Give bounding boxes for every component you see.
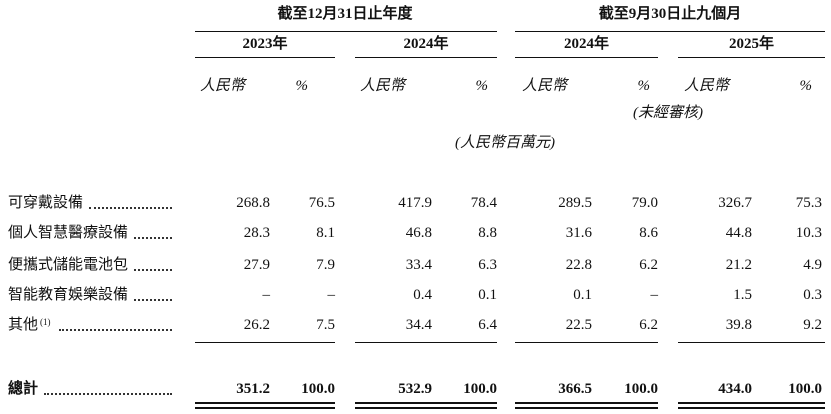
- subtotal-rule: [678, 342, 825, 343]
- cell-value: 75.3: [795, 195, 822, 211]
- cell-value: –: [327, 287, 336, 303]
- row-label: 個人智慧醫療設備: [8, 225, 129, 241]
- cell-value: 9.2: [803, 317, 822, 333]
- cell-value: 8.6: [639, 225, 658, 241]
- unit-note: (人民幣百萬元): [455, 135, 555, 151]
- cell-value: 326.7: [718, 195, 752, 211]
- total-rule: [678, 402, 825, 404]
- dot-leader: [58, 329, 172, 331]
- currency-header: 人民幣: [522, 78, 568, 94]
- row-label: 總計: [8, 381, 39, 397]
- dot-leader: [134, 299, 172, 301]
- cell-value: 22.8: [565, 257, 592, 273]
- subtotal-rule: [515, 342, 658, 343]
- cell-value: 46.8: [405, 225, 432, 241]
- total-rule: [678, 407, 825, 409]
- cell-value: 8.1: [316, 225, 335, 241]
- cell-value: 351.2: [236, 381, 270, 397]
- cell-value: 434.0: [718, 381, 752, 397]
- dot-leader: [89, 207, 172, 209]
- total-rule: [515, 407, 658, 409]
- row-label: 可穿戴設備: [8, 195, 84, 211]
- cell-value: 31.6: [565, 225, 592, 241]
- year-header: 2025年: [728, 36, 775, 52]
- cell-value: 44.8: [725, 225, 752, 241]
- cell-value: 26.2: [243, 317, 270, 333]
- cell-value: 289.5: [558, 195, 592, 211]
- cell-value: 100.0: [624, 381, 658, 397]
- cell-value: 100.0: [788, 381, 822, 397]
- cell-value: 39.8: [725, 317, 752, 333]
- period-header: 截至9月30日止九個月: [598, 6, 742, 22]
- year-header: 2023年: [242, 36, 288, 52]
- cell-value: 33.4: [405, 257, 432, 273]
- footnote-ref: (1): [40, 317, 51, 327]
- year-rule: [195, 57, 335, 58]
- percent-header: %: [799, 78, 813, 94]
- year-header: 2024年: [403, 36, 449, 52]
- year-rule: [678, 57, 825, 58]
- cell-value: 6.4: [478, 317, 497, 333]
- cell-value: 417.9: [398, 195, 432, 211]
- cell-value: 0.4: [413, 287, 432, 303]
- period-header: 截至12月31日止年度: [277, 6, 413, 22]
- row-label: 智能教育娛樂設備: [8, 287, 129, 303]
- cell-value: 27.9: [243, 257, 270, 273]
- cell-value: 8.8: [478, 225, 497, 241]
- cell-value: 6.2: [639, 257, 658, 273]
- cell-value: 532.9: [398, 381, 432, 397]
- cell-value: 4.9: [803, 257, 822, 273]
- total-rule: [515, 402, 658, 404]
- year-rule: [515, 57, 658, 58]
- currency-header: 人民幣: [360, 78, 406, 94]
- total-rule: [355, 407, 497, 409]
- cell-value: 6.2: [639, 317, 658, 333]
- cell-value: 0.1: [478, 287, 497, 303]
- cell-value: 22.5: [565, 317, 592, 333]
- cell-value: 79.0: [631, 195, 658, 211]
- year-rule: [355, 57, 497, 58]
- dot-leader: [134, 237, 172, 239]
- cell-value: –: [650, 287, 659, 303]
- total-rule: [355, 402, 497, 404]
- cell-value: 76.5: [308, 195, 335, 211]
- subtotal-rule: [195, 342, 335, 343]
- cell-value: 7.9: [316, 257, 335, 273]
- total-rule: [195, 407, 335, 409]
- cell-value: –: [262, 287, 271, 303]
- cell-value: 0.1: [573, 287, 592, 303]
- dot-leader: [44, 393, 172, 395]
- total-rule: [195, 402, 335, 404]
- cell-value: 1.5: [733, 287, 752, 303]
- cell-value: 34.4: [405, 317, 432, 333]
- cell-value: 6.3: [478, 257, 497, 273]
- cell-value: 0.3: [803, 287, 822, 303]
- row-label: 便攜式儲能電池包: [8, 257, 129, 273]
- percent-header: %: [637, 78, 651, 94]
- cell-value: 21.2: [725, 257, 752, 273]
- currency-header: 人民幣: [684, 78, 730, 94]
- subtotal-rule: [355, 342, 497, 343]
- header-rule: [515, 31, 825, 32]
- dot-leader: [134, 269, 172, 271]
- header-rule: [195, 31, 497, 32]
- percent-header: %: [295, 78, 309, 94]
- row-label: 其他: [8, 317, 39, 333]
- cell-value: 366.5: [558, 381, 592, 397]
- cell-value: 100.0: [301, 381, 335, 397]
- cell-value: 10.3: [795, 225, 822, 241]
- cell-value: 268.8: [236, 195, 270, 211]
- percent-header: %: [475, 78, 489, 94]
- unaudited-note: (未經審核): [633, 105, 703, 121]
- currency-header: 人民幣: [200, 78, 246, 94]
- year-header: 2024年: [563, 36, 610, 52]
- cell-value: 7.5: [316, 317, 335, 333]
- cell-value: 100.0: [463, 381, 497, 397]
- cell-value: 78.4: [470, 195, 497, 211]
- cell-value: 28.3: [243, 225, 270, 241]
